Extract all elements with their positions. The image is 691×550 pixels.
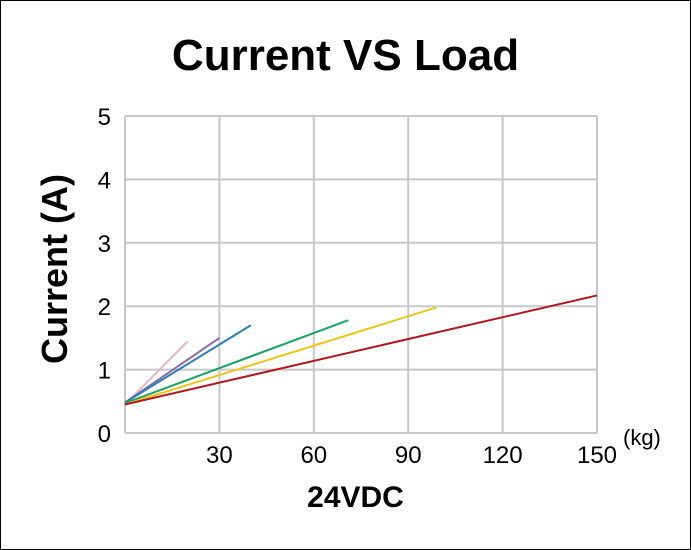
y-tick-label: 0 [98, 421, 111, 448]
x-tick-label: 90 [395, 442, 422, 469]
y-tick-label: 1 [98, 358, 111, 385]
grid [124, 115, 598, 434]
x-axis-title: 24VDC [307, 481, 404, 514]
x-tick-label: 150 [577, 442, 617, 469]
y-tick-label: 2 [98, 294, 111, 321]
x-tick-label: 30 [206, 442, 233, 469]
chart-title: Current VS Load [171, 31, 520, 80]
x-axis-unit: (kg) [623, 425, 661, 450]
y-tick-label: 5 [98, 104, 111, 131]
x-tick-label: 120 [483, 442, 523, 469]
series-lines [124, 294, 598, 406]
series-line [124, 306, 437, 406]
series-line [124, 340, 189, 406]
tick-labels: 0 1 2 3 4 5 30 60 90 120 150 [98, 104, 617, 469]
series-line [124, 319, 349, 405]
series-line [124, 324, 252, 404]
y-tick-label: 3 [98, 231, 111, 258]
y-tick-label: 4 [98, 167, 111, 194]
y-axis-title: Current (A) [34, 174, 75, 364]
series-line [124, 294, 598, 406]
x-tick-label: 60 [300, 442, 327, 469]
